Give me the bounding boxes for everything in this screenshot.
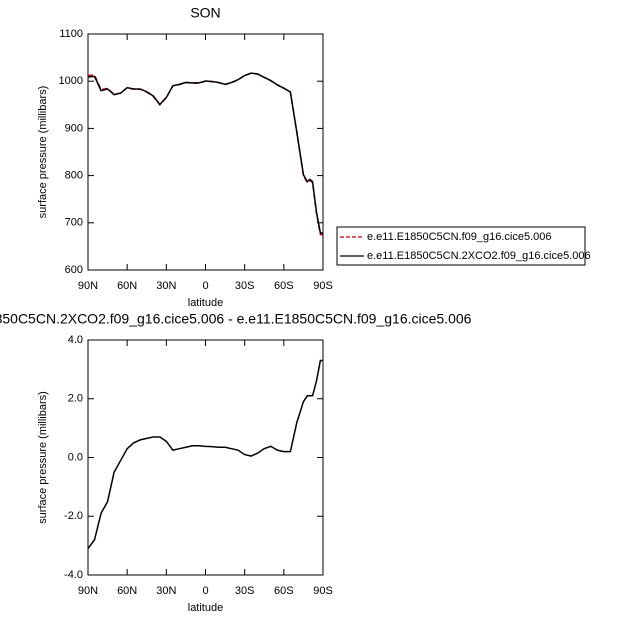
chart-title: e.e11.E1850C5CN.2XCO2.f09_g16.cice5.006 … xyxy=(0,311,472,327)
x-tick-label: 30S xyxy=(235,585,255,597)
x-tick-label: 90S xyxy=(313,585,333,597)
y-tick-label: 1100 xyxy=(59,28,83,40)
x-tick-label: 30N xyxy=(156,280,176,292)
y-tick-label: 1000 xyxy=(59,75,83,87)
y-tick-label: -2.0 xyxy=(64,510,83,522)
x-tick-label: 0 xyxy=(202,280,208,292)
x-tick-label: 0 xyxy=(202,585,208,597)
y-tick-label: 900 xyxy=(65,122,83,134)
x-tick-label: 30S xyxy=(235,280,255,292)
plot-frame xyxy=(87,339,324,576)
x-tick-label: 90N xyxy=(78,280,98,292)
y-axis-label: surface pressure (millibars) xyxy=(37,391,49,524)
y-tick-label: 0.0 xyxy=(68,451,83,463)
x-tick-label: 30N xyxy=(156,585,176,597)
x-axis-label: latitude xyxy=(188,602,223,614)
y-tick-label: 600 xyxy=(65,264,83,276)
x-tick-label: 60N xyxy=(117,585,137,597)
y-tick-label: 4.0 xyxy=(68,334,83,346)
x-tick-label: 60S xyxy=(274,280,294,292)
line xyxy=(87,359,323,550)
x-tick-label: 60N xyxy=(117,280,137,292)
legend-box xyxy=(336,226,586,266)
y-tick-label: -4.0 xyxy=(64,569,83,581)
y-tick-label: 2.0 xyxy=(68,393,83,405)
x-tick-label: 90N xyxy=(78,585,98,597)
line xyxy=(87,72,323,234)
chart-title: SON xyxy=(190,5,220,21)
legend-label: e.e11.E1850C5CN.2XCO2.f09_g16.cice5.006 xyxy=(367,250,591,262)
x-axis-label: latitude xyxy=(188,297,223,309)
y-tick-label: 800 xyxy=(65,170,83,182)
x-tick-label: 90S xyxy=(313,280,333,292)
plot-frame xyxy=(87,33,324,271)
x-tick-label: 60S xyxy=(274,585,294,597)
y-tick-label: 700 xyxy=(65,217,83,229)
y-axis-label: surface pressure (millibars) xyxy=(37,86,49,219)
line xyxy=(87,72,323,236)
legend-label: e.e11.E1850C5CN.f09_g16.cice5.006 xyxy=(367,231,552,243)
